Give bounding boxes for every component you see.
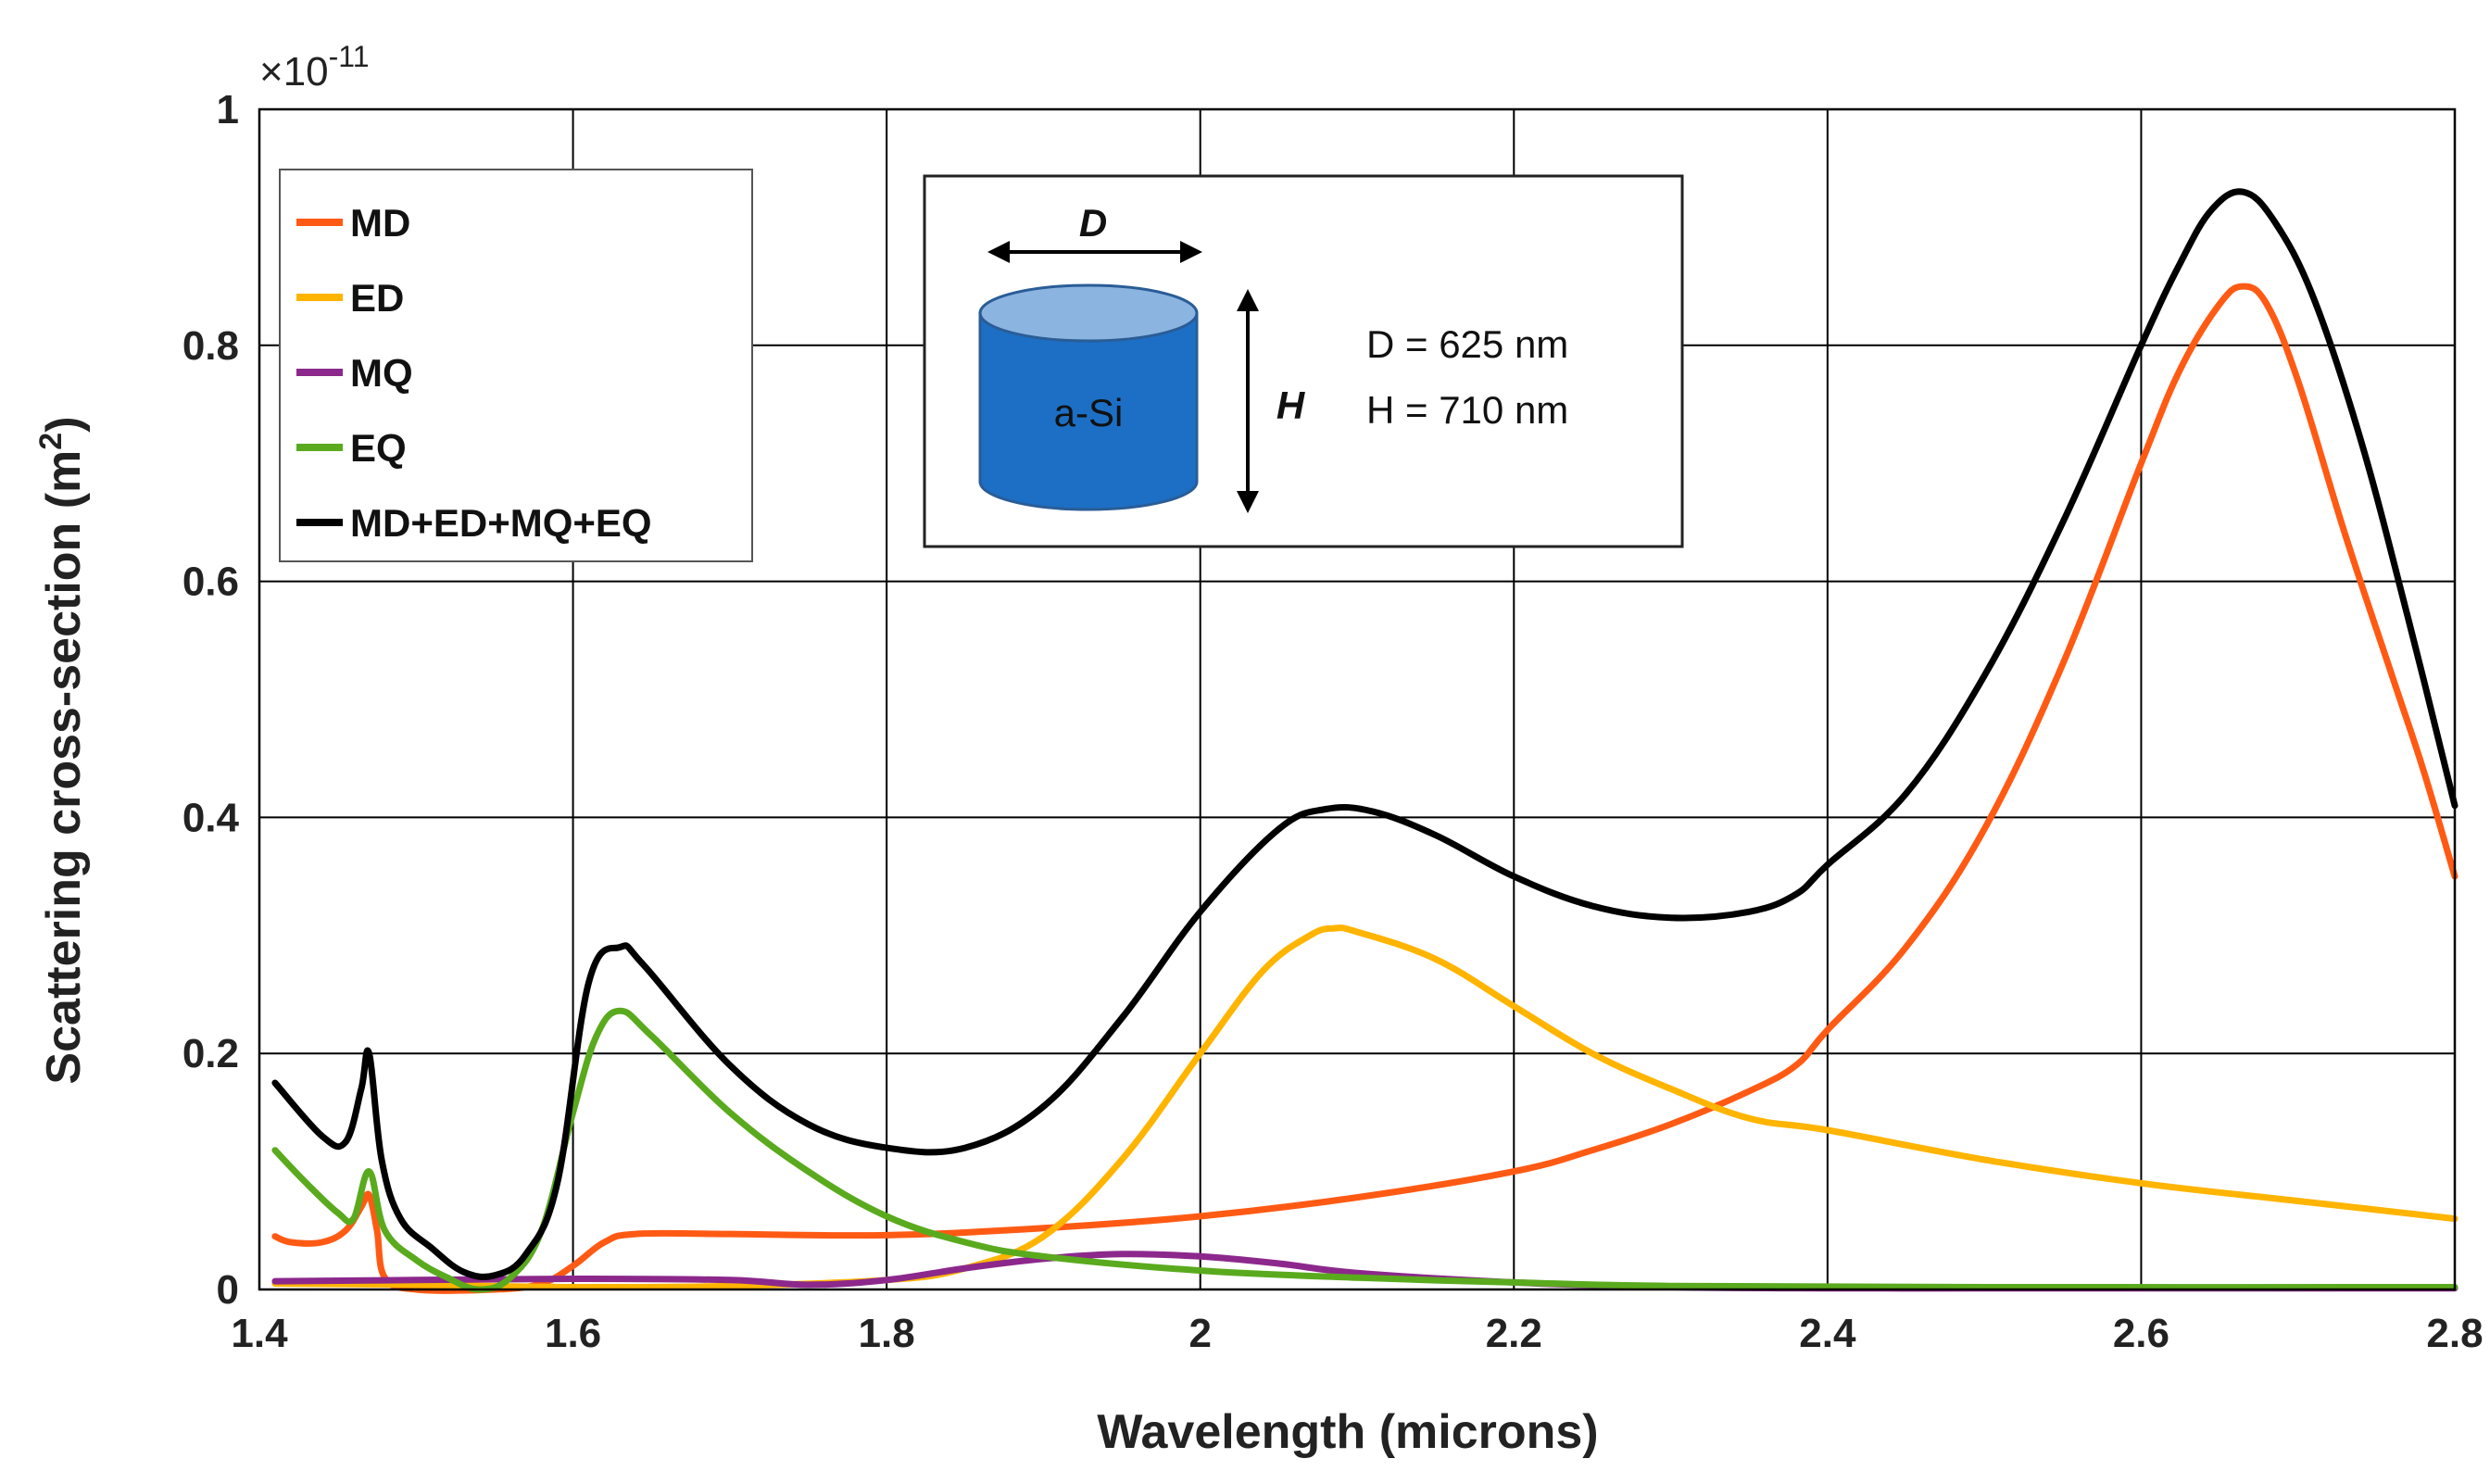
plot-frame — [258, 107, 2457, 1291]
d-arrow-head-left — [987, 241, 1010, 263]
d-arrow-head-right — [1180, 241, 1202, 263]
d-label: D — [1079, 201, 1107, 245]
series-line-ed — [271, 924, 2459, 1291]
series-line-mq — [271, 1251, 2459, 1292]
cylinder-body — [978, 311, 1199, 511]
d-value: D = 625 nm — [1366, 322, 1568, 366]
material-label: a-Si — [1054, 391, 1124, 434]
y-axis-label: Scattering cross-section (m2) — [33, 416, 91, 1084]
x-tick-label: 2.2 — [1486, 1311, 1542, 1356]
legend-label-md-ed-mq-eq: MD+ED+MQ+EQ — [350, 501, 652, 545]
x-tick-label: 2.4 — [1799, 1311, 1856, 1356]
h-arrow-head-bottom — [1237, 491, 1259, 513]
series-line-md — [271, 283, 2459, 1294]
x-tick-label: 1.4 — [231, 1311, 288, 1356]
y-tick-label: 0.8 — [182, 323, 239, 369]
x-tick-label: 2 — [1188, 1311, 1211, 1356]
y-tick-label: 0.4 — [182, 795, 240, 840]
legend-label-mq: MQ — [350, 351, 413, 395]
x-tick-label: 2.8 — [2426, 1311, 2483, 1356]
cylinder-top — [978, 283, 1199, 343]
legend-label-md: MD — [350, 201, 410, 245]
legend-label-eq: EQ — [350, 426, 407, 470]
h-label: H — [1276, 384, 1306, 427]
x-tick-label: 1.8 — [859, 1311, 915, 1356]
x-tick-label: 2.6 — [2113, 1311, 2169, 1356]
y-tick-label: 0 — [217, 1267, 239, 1313]
y-tick-label: 0.2 — [182, 1031, 239, 1076]
series-line-eq — [271, 1007, 2459, 1293]
legend-label-ed: ED — [350, 276, 404, 320]
series-layer — [271, 188, 2459, 1294]
y-tick-labels: 0 0.2 0.4 0.6 0.8 1 — [182, 87, 240, 1313]
x-axis-label: Wavelength (microns) — [1097, 1405, 1598, 1459]
legend: MD ED MQ EQ MD+ED+MQ+EQ — [279, 169, 753, 562]
inset-diagram: D a-Si H D = 625 nm H = 710 nm — [923, 174, 1684, 548]
y-multiplier: ×10-11 — [259, 40, 370, 94]
y-tick-label: 1 — [217, 87, 239, 132]
h-arrow-head-top — [1237, 289, 1259, 311]
x-tick-label: 1.6 — [545, 1311, 601, 1356]
h-value: H = 710 nm — [1366, 388, 1568, 432]
series-line-md-ed-mq-eq — [271, 188, 2459, 1280]
y-tick-label: 0.6 — [182, 560, 239, 605]
legend-box — [279, 169, 753, 562]
x-tick-labels: 1.4 1.6 1.8 2 2.2 2.4 2.6 2.8 — [231, 1311, 2483, 1356]
